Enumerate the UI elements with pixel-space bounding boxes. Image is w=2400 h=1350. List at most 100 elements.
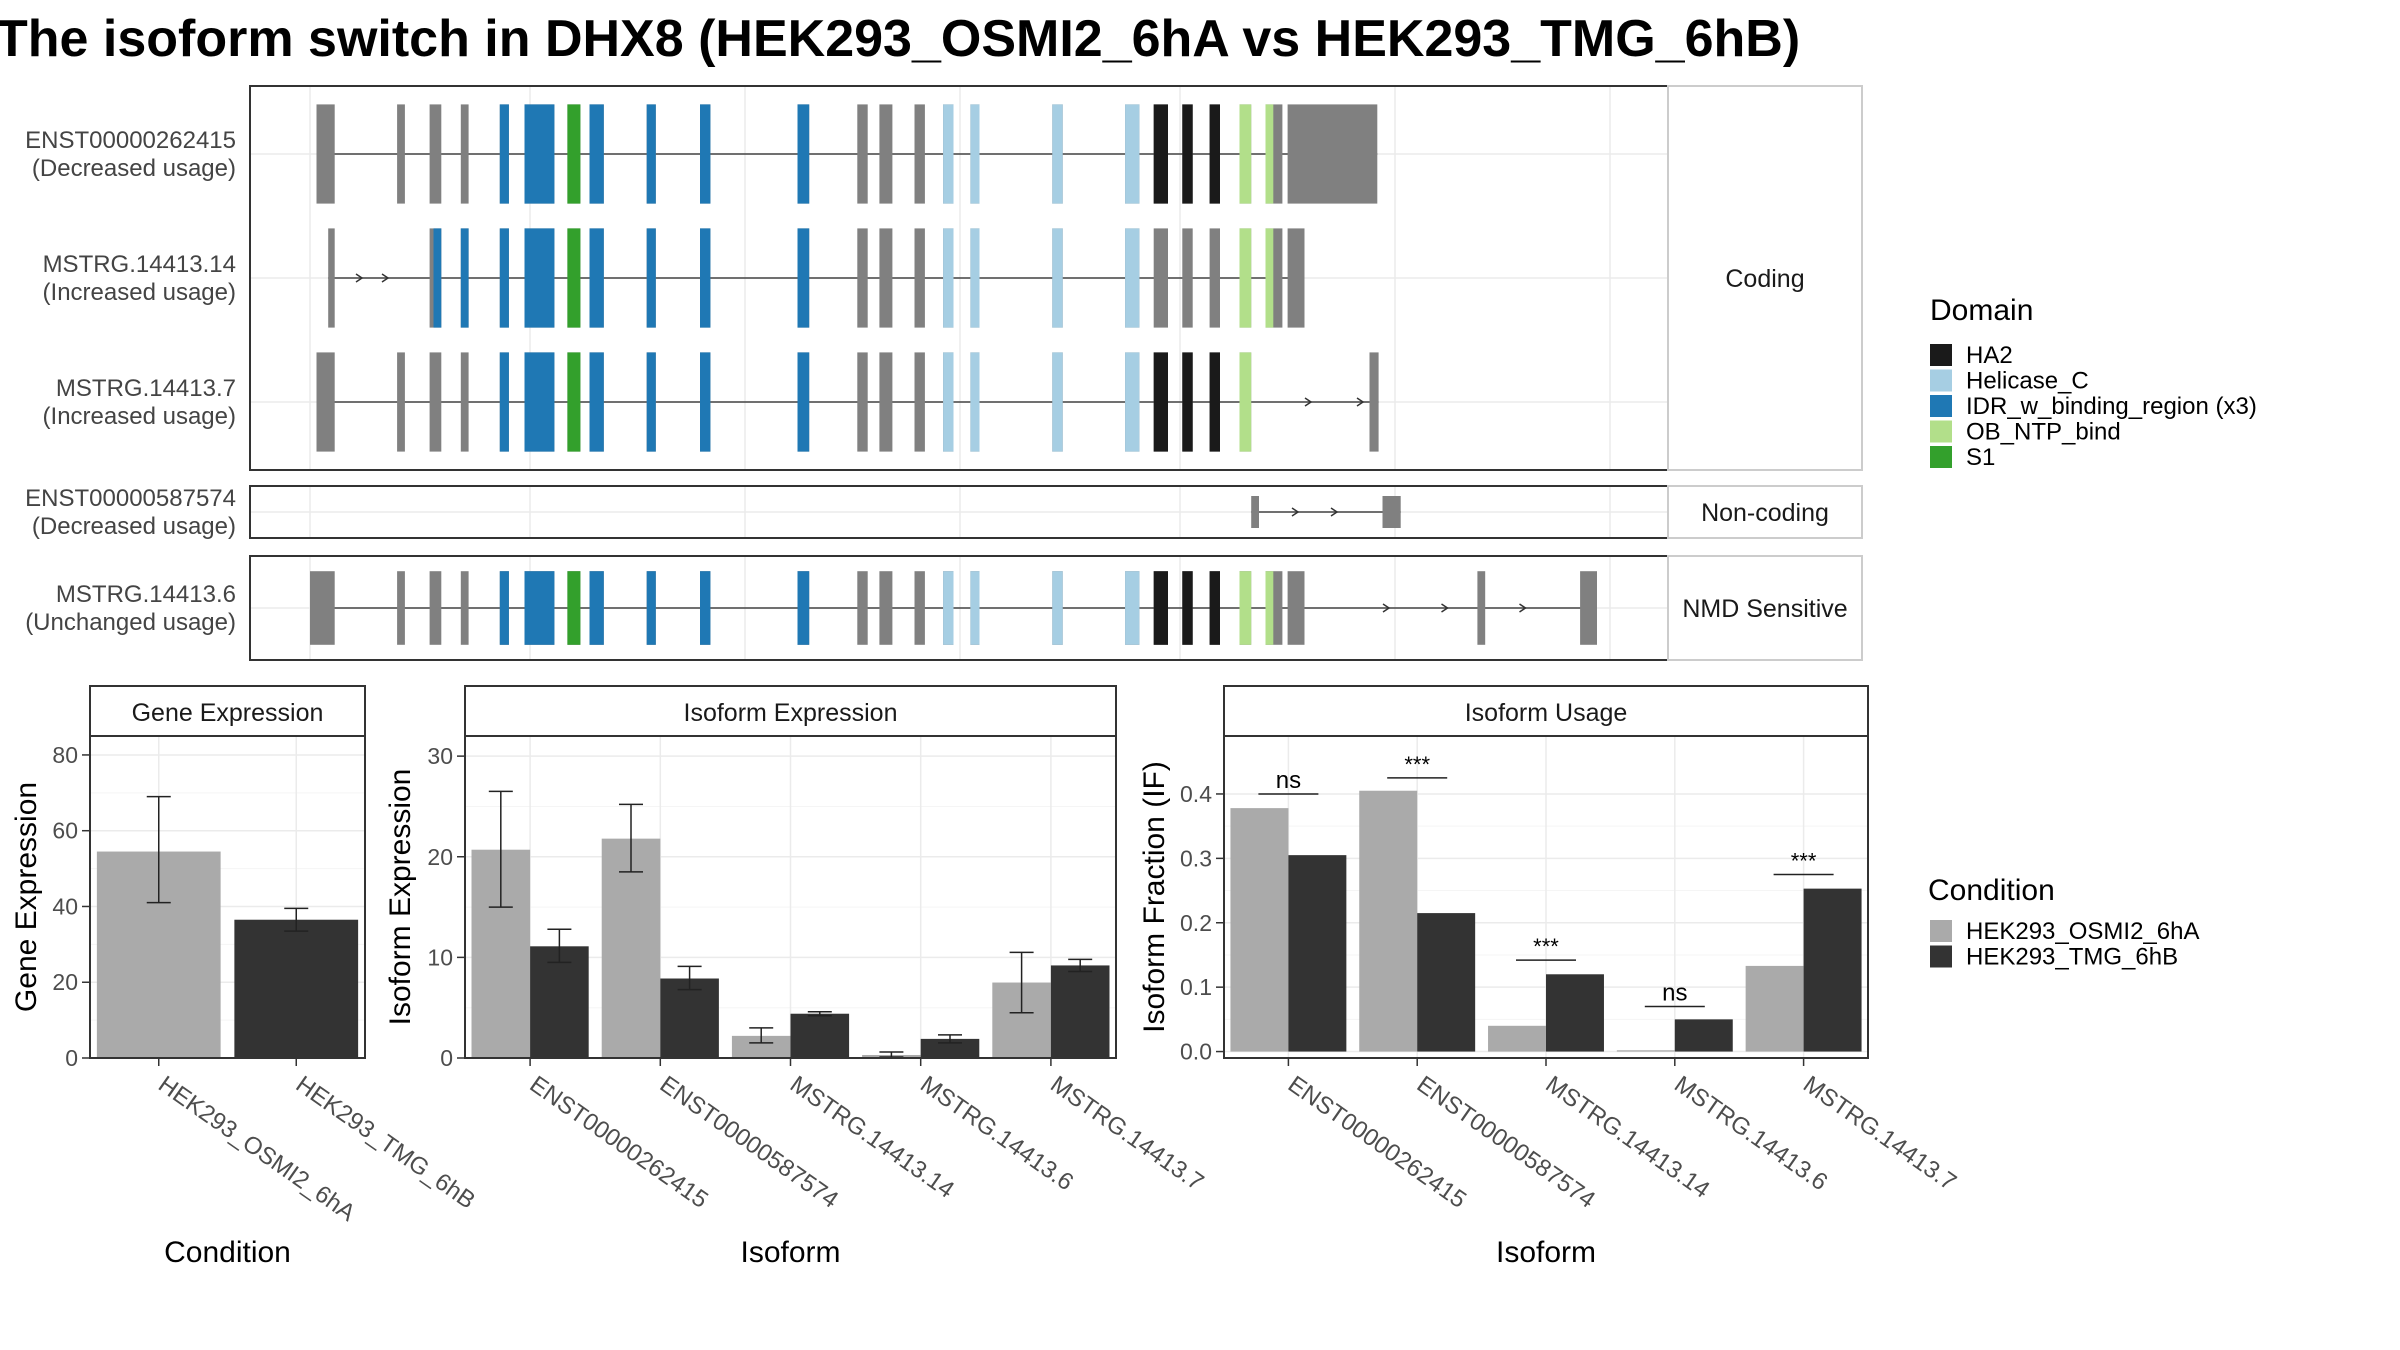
domain-idr-w-binding-region <box>700 228 711 328</box>
bar-hek293-tmg-6hb-mstrg-14413-7 <box>1803 888 1862 1052</box>
facet-strip <box>1667 555 1863 661</box>
domain-s1 <box>567 352 581 452</box>
direction-arrow <box>1304 397 1313 407</box>
domain-idr-w-binding-region <box>524 228 555 328</box>
domain-helicase-c <box>943 352 954 452</box>
exon <box>914 104 925 204</box>
domain-ob-ntp-bind <box>1239 571 1252 645</box>
y-tick-label: 0.0 <box>1180 1039 1212 1065</box>
transcript-usage: (Decreased usage) <box>32 513 236 540</box>
domain-ob-ntp-bind <box>1265 571 1274 645</box>
domain-idr-w-binding-region <box>524 571 555 645</box>
domain-helicase-c <box>970 571 980 645</box>
y-tick-label: 0.2 <box>1180 910 1212 936</box>
chart-title: Gene Expression <box>132 699 324 727</box>
exon <box>1153 228 1168 328</box>
significance-label: *** <box>1791 848 1817 873</box>
legend-label: HEK293_OSMI2_6hA <box>1966 918 2199 945</box>
exon <box>1182 228 1193 328</box>
exon <box>857 228 868 328</box>
y-tick-label: 0.4 <box>1180 781 1212 807</box>
legend-label: OB_NTP_bind <box>1966 419 2121 446</box>
transcript-usage: (Increased usage) <box>43 279 236 306</box>
significance-label: *** <box>1404 752 1430 777</box>
bar-hek293-osmi2-6ha-mstrg-14413-6 <box>1616 1050 1675 1052</box>
domain-s1 <box>567 104 581 204</box>
direction-arrow <box>1356 397 1365 407</box>
bar-hek293-osmi2-6ha-enst00000587574 <box>601 838 661 1058</box>
domain-idr-w-binding-region <box>646 352 656 452</box>
exon <box>429 352 442 452</box>
y-tick-label: 40 <box>52 893 78 919</box>
chart-title: Isoform Usage <box>1465 699 1628 727</box>
domain-idr-w-binding-region <box>460 228 469 328</box>
domain-helicase-c <box>970 352 980 452</box>
domain-ob-ntp-bind <box>1239 352 1252 452</box>
y-axis-title: Isoform Fraction (IF) <box>1138 761 1171 1033</box>
domain-idr-w-binding-region <box>499 571 509 645</box>
transcript-structure-panel: ENST00000262415(Decreased usage)MSTRG.14… <box>25 85 1863 661</box>
domain-s1 <box>567 228 581 328</box>
legend-swatch-conda <box>1930 920 1952 942</box>
y-tick-label: 0 <box>65 1045 78 1071</box>
transcript-usage: (Increased usage) <box>43 403 236 430</box>
exon <box>429 104 442 204</box>
domain-helicase-c <box>943 571 954 645</box>
isoform-expression-chart: ENST00000262415ENST00000587574MSTRG.1441… <box>384 685 1208 1269</box>
exon <box>316 104 335 204</box>
exon <box>1369 352 1379 452</box>
exon <box>460 571 469 645</box>
domain-idr-w-binding-region <box>589 571 604 645</box>
domain-ob-ntp-bind <box>1265 228 1274 328</box>
domain-ha2 <box>1153 352 1168 452</box>
domain-idr-w-binding-region <box>499 228 509 328</box>
exon <box>857 571 868 645</box>
facet-strip <box>1223 685 1869 737</box>
bar-hek293-tmg-6hb-enst00000587574 <box>1417 913 1476 1052</box>
bar-hek293-tmg-6hb-mstrg-14413-14 <box>1546 974 1604 1052</box>
bar-hek293-tmg-6hb-enst00000262415 <box>1288 855 1347 1052</box>
transcript-id: ENST00000587574 <box>25 485 236 512</box>
bar-hek293-osmi2-6ha-mstrg-14413-14 <box>1488 1025 1546 1052</box>
domain-s1 <box>567 571 581 645</box>
bar-hek293-osmi2-6ha-enst00000262415 <box>1230 808 1289 1052</box>
exon <box>857 104 868 204</box>
domain-idr-w-binding-region <box>797 571 810 645</box>
significance-label: ns <box>1662 979 1687 1006</box>
direction-arrow <box>1519 603 1527 613</box>
transcript-id: MSTRG.14413.14 <box>43 251 236 278</box>
exon <box>879 228 893 328</box>
domain-ob-ntp-bind <box>1265 104 1274 204</box>
direction-arrow <box>381 273 390 283</box>
y-tick-label: 0 <box>440 1045 453 1071</box>
legend-swatch-idr-w-binding-region <box>1930 395 1952 417</box>
y-tick-label: 10 <box>427 944 453 970</box>
figure-title: The isoform switch in DHX8 (HEK293_OSMI2… <box>0 10 1800 68</box>
y-axis-title: Isoform Expression <box>384 769 417 1026</box>
domain-idr-w-binding-region <box>797 352 810 452</box>
y-tick-label: 20 <box>427 844 453 870</box>
domain-idr-w-binding-region <box>646 571 656 645</box>
legend-title: Condition <box>1928 874 2055 907</box>
exon <box>397 104 405 204</box>
domain-ha2 <box>1182 352 1193 452</box>
exon <box>1382 496 1401 528</box>
domain-helicase-c <box>1052 571 1063 645</box>
y-tick-label: 60 <box>52 818 78 844</box>
bar-hek293-tmg-6hb-enst00000587574 <box>660 978 719 1058</box>
bar-hek293-tmg-6hb-hek293-tmg-6hb <box>234 919 359 1058</box>
exon <box>310 571 335 645</box>
domain-helicase-c <box>943 228 954 328</box>
domain-idr-w-binding-region <box>524 104 555 204</box>
direction-arrow <box>1382 603 1391 613</box>
facet-label-coding: Coding <box>1725 265 1804 293</box>
y-tick-label: 30 <box>427 743 453 769</box>
direction-arrow <box>355 273 364 283</box>
x-axis-title: Isoform <box>740 1236 840 1269</box>
domain-ob-ntp-bind <box>1239 104 1252 204</box>
domain-legend: Domain HA2Helicase_CIDR_w_binding_region … <box>1930 294 2257 471</box>
domain-idr-w-binding-region <box>589 352 604 452</box>
isoform-usage-chart: nsENST00000262415***ENST00000587574***MS… <box>1138 685 1961 1269</box>
legend-swatch-ob-ntp-bind <box>1930 420 1952 443</box>
bar-hek293-tmg-6hb-mstrg-14413-6 <box>1674 1019 1733 1052</box>
